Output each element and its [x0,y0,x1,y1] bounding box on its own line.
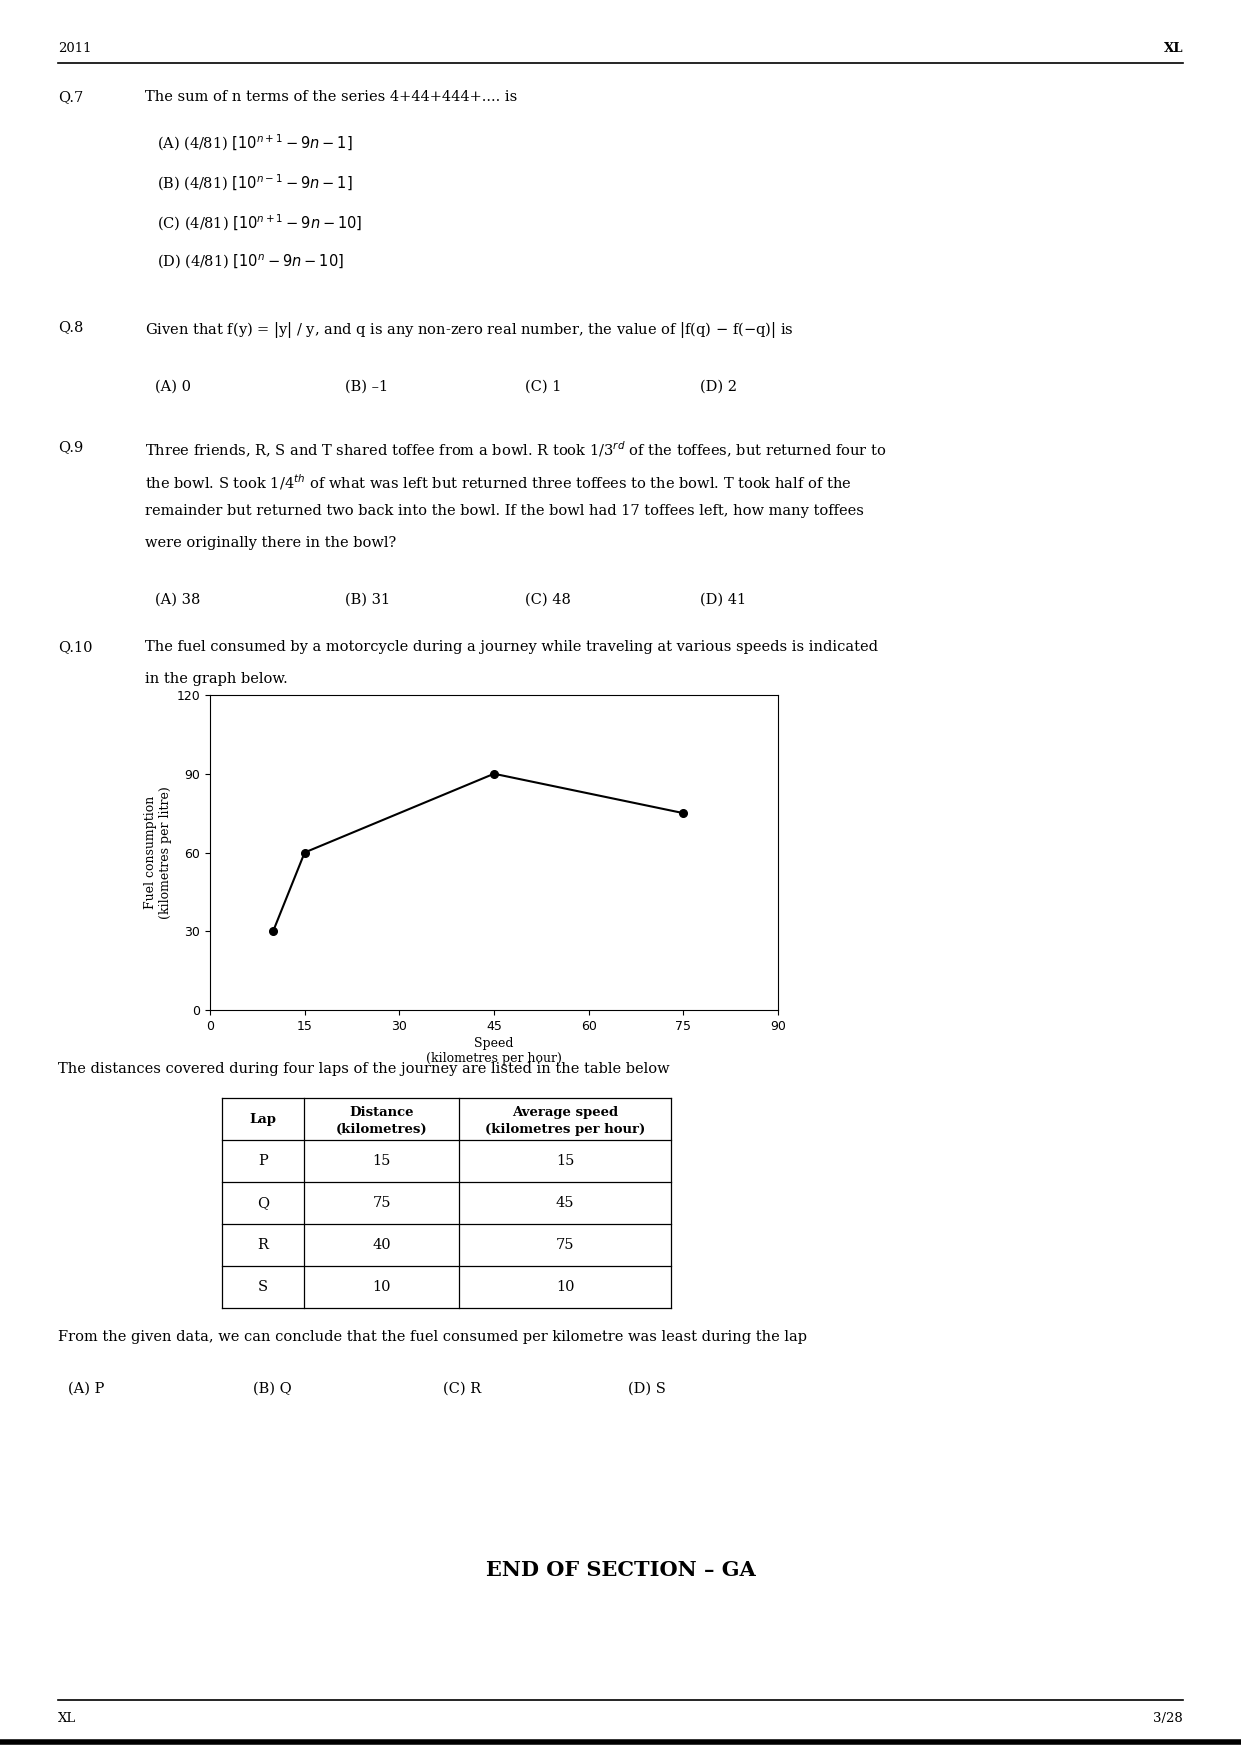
Text: (kilometres per hour): (kilometres per hour) [485,1123,645,1137]
Text: (C) R: (C) R [443,1382,482,1396]
Text: remainder but returned two back into the bowl. If the bowl had 17 toffees left, : remainder but returned two back into the… [145,503,864,517]
Text: XL: XL [58,1712,76,1724]
Text: Three friends, R, S and T shared toffee from a bowl. R took 1/3$^{rd}$ of the to: Three friends, R, S and T shared toffee … [145,440,886,460]
X-axis label: Speed
(kilometres per hour): Speed (kilometres per hour) [426,1037,562,1065]
Text: Lap: Lap [249,1112,277,1126]
Text: The sum of n terms of the series 4+44+444+.... is: The sum of n terms of the series 4+44+44… [145,89,517,103]
Text: END OF SECTION – GA: END OF SECTION – GA [485,1559,756,1580]
Text: (D) S: (D) S [628,1382,666,1396]
Text: (C) (4/81) $[10^{n+1} - 9n - 10]$: (C) (4/81) $[10^{n+1} - 9n - 10]$ [158,212,362,233]
Text: 75: 75 [556,1238,575,1252]
Text: (A) 38: (A) 38 [155,593,200,607]
Text: in the graph below.: in the graph below. [145,672,288,686]
Text: Given that f(y) = $|$y$|$ / y, and q is any non-zero real number, the value of $: Given that f(y) = $|$y$|$ / y, and q is … [145,319,794,340]
Text: The fuel consumed by a motorcycle during a journey while traveling at various sp: The fuel consumed by a motorcycle during… [145,640,877,654]
Text: 15: 15 [372,1154,391,1168]
Text: (D) 2: (D) 2 [700,381,737,395]
Text: Q.9: Q.9 [58,440,83,454]
Text: the bowl. S took 1/4$^{th}$ of what was left but returned three toffees to the b: the bowl. S took 1/4$^{th}$ of what was … [145,472,851,491]
Text: were originally there in the bowl?: were originally there in the bowl? [145,537,396,551]
Text: Q: Q [257,1196,269,1210]
Text: (B) 31: (B) 31 [345,593,390,607]
Text: S: S [258,1280,268,1294]
Text: P: P [258,1154,268,1168]
Text: (B) (4/81) $[10^{n-1} - 9n - 1]$: (B) (4/81) $[10^{n-1} - 9n - 1]$ [158,174,352,193]
Text: (C) 1: (C) 1 [525,381,561,395]
Text: Average speed: Average speed [513,1107,618,1119]
Text: Q.10: Q.10 [58,640,93,654]
Text: The distances covered during four laps of the journey are listed in the table be: The distances covered during four laps o… [58,1061,670,1075]
Text: XL: XL [1164,42,1183,54]
Text: 45: 45 [556,1196,575,1210]
Text: (A) (4/81) $[10^{n+1} - 9n - 1]$: (A) (4/81) $[10^{n+1} - 9n - 1]$ [158,133,352,153]
Text: (kilometres): (kilometres) [335,1123,427,1137]
Text: From the given data, we can conclude that the fuel consumed per kilometre was le: From the given data, we can conclude tha… [58,1330,807,1344]
Text: (A) P: (A) P [68,1382,104,1396]
Text: (B) Q: (B) Q [253,1382,292,1396]
Text: (D) 41: (D) 41 [700,593,746,607]
Y-axis label: Fuel consumption
(kilometres per litre): Fuel consumption (kilometres per litre) [144,786,172,919]
Text: 3/28: 3/28 [1153,1712,1183,1724]
Text: (B) –1: (B) –1 [345,381,388,395]
Text: Q.7: Q.7 [58,89,83,103]
Text: 75: 75 [372,1196,391,1210]
Text: 10: 10 [372,1280,391,1294]
Text: (A) 0: (A) 0 [155,381,191,395]
Text: Distance: Distance [349,1107,413,1119]
Text: 2011: 2011 [58,42,92,54]
Text: 15: 15 [556,1154,575,1168]
Text: 40: 40 [372,1238,391,1252]
Text: 10: 10 [556,1280,575,1294]
Text: Q.8: Q.8 [58,319,83,333]
Text: (C) 48: (C) 48 [525,593,571,607]
Text: (D) (4/81) $[10^{n} - 9n - 10]$: (D) (4/81) $[10^{n} - 9n - 10]$ [158,253,344,272]
Text: R: R [258,1238,268,1252]
